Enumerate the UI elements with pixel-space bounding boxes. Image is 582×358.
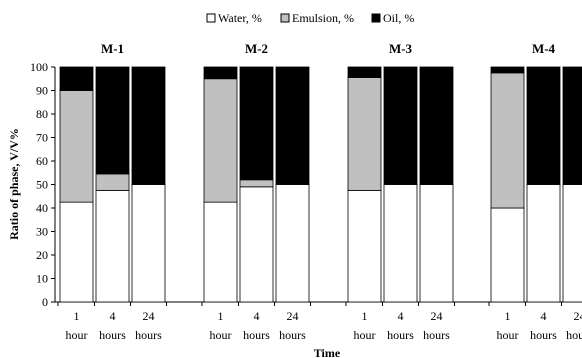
bar-segment-water [131, 184, 166, 303]
y-axis-title: Ratio of phase, V/V% [7, 128, 21, 240]
x-tick-label-line2: hours [99, 328, 126, 342]
x-tick-label-line2: hour [497, 328, 519, 342]
x-tick-label-line1: 24 [431, 309, 443, 323]
bar-segment-water [490, 207, 525, 303]
bar-segment-water [203, 201, 238, 303]
bar-segment-water [419, 184, 454, 303]
bar-segment-oil [526, 66, 561, 185]
x-tick-label-line1: 1 [505, 309, 511, 323]
category-labels: M-1 1 hour 4 hours 24 hours M-2 1 hour 4 hours 24 hou… [66, 41, 582, 342]
bar-segment-emulsion [95, 173, 130, 191]
x-tick-label-line1: 4 [398, 309, 404, 323]
bar-segment-emulsion [203, 78, 238, 203]
x-tick-label-line2: hour [210, 328, 232, 342]
x-tick-label-line1: 24 [287, 309, 299, 323]
x-tick-label-line1: 4 [110, 309, 116, 323]
x-tick-label-line2: hours [423, 328, 450, 342]
group-title-m-4: M-4 [532, 41, 556, 56]
bar-segment-oil [419, 66, 454, 185]
legend: Water, % Emulsion, % Oil, % [206, 11, 414, 25]
legend-label-water: Water, % [218, 11, 262, 25]
y-tick-label: 0 [42, 295, 48, 309]
bar-segment-oil [95, 66, 130, 175]
x-tick-label-line1: 1 [218, 309, 224, 323]
bar-segment-water [95, 189, 130, 303]
bar-segment-oil [275, 66, 310, 185]
y-tick-label: 80 [36, 107, 48, 121]
y-tick-label: 100 [30, 60, 48, 74]
x-tick-label-line2: hours [566, 328, 582, 342]
group-title-m-2: M-2 [245, 41, 268, 56]
legend-label-oil: Oil, % [383, 11, 414, 25]
y-tick-label: 90 [36, 84, 48, 98]
x-tick-label-line2: hour [354, 328, 376, 342]
bar-segment-oil [562, 66, 582, 185]
x-tick-label-line1: 4 [254, 309, 260, 323]
bar-segment-water [347, 189, 382, 303]
legend-swatch-water [206, 13, 216, 23]
bar-segment-oil [239, 66, 274, 181]
x-tick-label-line2: hours [530, 328, 557, 342]
y-tick-label: 70 [36, 131, 48, 145]
bar-segment-oil [490, 66, 525, 74]
y-tick-label: 50 [36, 178, 48, 192]
x-tick-label-line2: hour [66, 328, 88, 342]
y-tick-label: 40 [36, 201, 48, 215]
legend-swatch-oil [371, 13, 381, 23]
bar-segment-oil [347, 66, 382, 78]
bar-segment-emulsion [347, 77, 382, 191]
bar-segment-water [59, 201, 94, 303]
x-tick-label-line1: 24 [574, 309, 582, 323]
x-tick-label-line1: 4 [541, 309, 547, 323]
x-tick-label-line2: hours [135, 328, 162, 342]
x-tick-label-line2: hours [387, 328, 414, 342]
x-axis-title: Time [314, 346, 341, 358]
y-tick-label: 10 [36, 272, 48, 286]
x-tick-label-line2: hours [279, 328, 306, 342]
y-tick-label: 20 [36, 248, 48, 262]
bar-segment-emulsion [239, 179, 274, 188]
group-title-m-1: M-1 [101, 41, 124, 56]
bar-segment-water [383, 184, 418, 303]
x-tick-label-line1: 24 [143, 309, 155, 323]
bar-segment-water [239, 186, 274, 303]
y-tick-label: 60 [36, 154, 48, 168]
bar-segment-oil [59, 66, 94, 91]
legend-swatch-emulsion [280, 13, 290, 23]
bar-segment-emulsion [59, 90, 94, 203]
bar-segment-water [275, 184, 310, 303]
y-tick-label: 30 [36, 225, 48, 239]
legend-label-emulsion: Emulsion, % [292, 11, 354, 25]
bar-segment-water [562, 184, 582, 303]
bars [59, 66, 582, 303]
bar-segment-oil [203, 66, 238, 80]
group-title-m-3: M-3 [389, 41, 413, 56]
bar-segment-water [526, 184, 561, 303]
x-tick-label-line2: hours [243, 328, 270, 342]
bar-segment-oil [131, 66, 166, 185]
x-tick-label-line1: 1 [74, 309, 80, 323]
x-tick-label-line1: 1 [362, 309, 368, 323]
bar-segment-emulsion [490, 72, 525, 209]
bar-segment-oil [383, 66, 418, 185]
